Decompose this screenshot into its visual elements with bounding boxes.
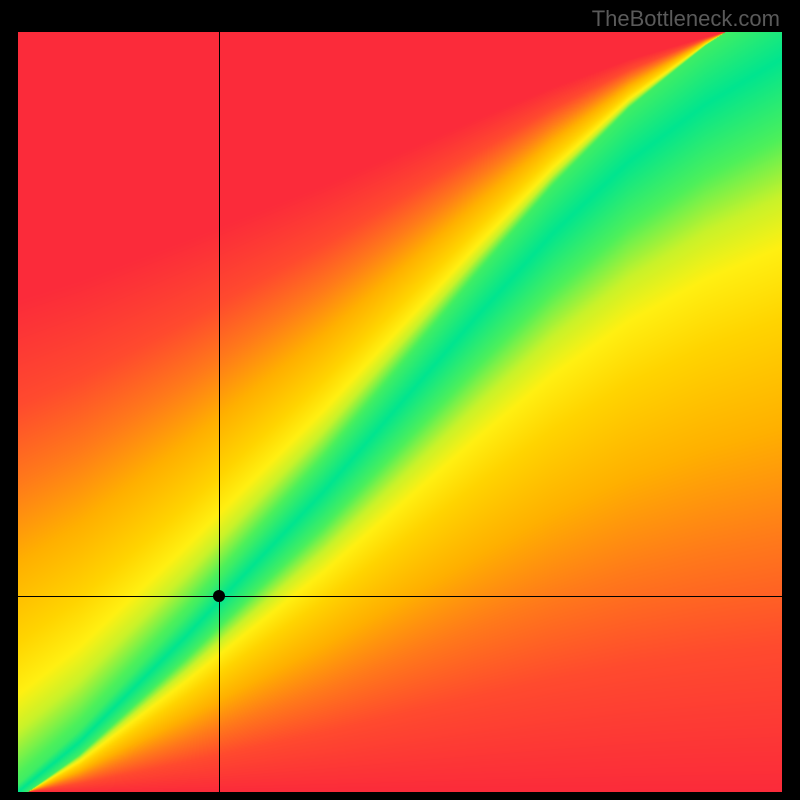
- crosshair-horizontal: [18, 596, 782, 597]
- marker-dot: [213, 590, 225, 602]
- crosshair-vertical: [219, 32, 220, 792]
- heatmap-plot: [18, 32, 782, 792]
- heatmap-canvas: [18, 32, 782, 792]
- watermark-text: TheBottleneck.com: [592, 6, 780, 32]
